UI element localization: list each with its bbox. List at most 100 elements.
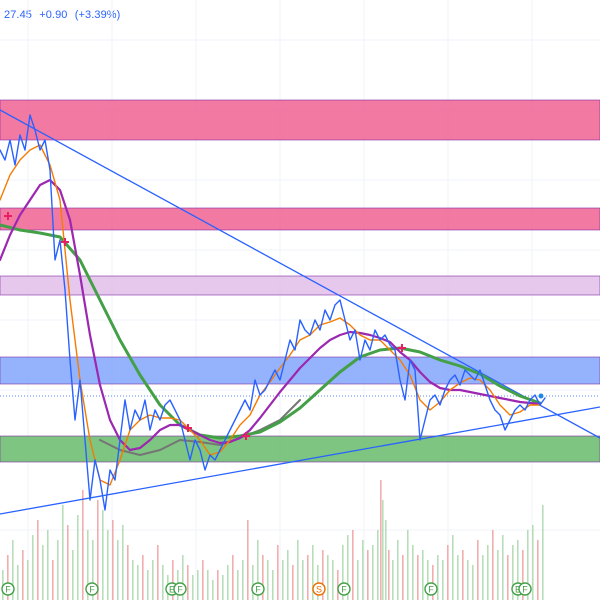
volume-bar [417, 555, 419, 600]
event-marker-label: F [177, 585, 183, 595]
ascending-trendline [0, 406, 600, 515]
event-marker[interactable]: F [251, 582, 265, 596]
volume-bar [77, 515, 79, 600]
volume-bar [22, 550, 24, 600]
cross-marker [61, 238, 69, 246]
volume-bar [507, 555, 509, 600]
event-marker-label: F [522, 585, 528, 595]
volume-bar [377, 530, 379, 600]
volume-bar [42, 545, 44, 600]
volume-bar [97, 500, 99, 600]
volume-bar [357, 560, 359, 600]
volume-bar [242, 560, 244, 600]
cross-marker [4, 212, 12, 220]
event-marker-label: S [316, 585, 322, 595]
volume-bar [407, 530, 409, 600]
volume-bar [182, 555, 184, 600]
volume-bar [162, 565, 164, 600]
volume-bar [17, 565, 19, 600]
volume-bar [7, 555, 9, 600]
volume-bar [477, 540, 479, 600]
volume-bar [137, 565, 139, 600]
event-marker-label: E [515, 585, 521, 595]
volume-bar [312, 545, 314, 600]
volume-bar [437, 555, 439, 600]
volume-bar [152, 560, 154, 600]
volume-bar [257, 540, 259, 600]
zones [0, 99, 600, 463]
volume-bar [388, 550, 390, 600]
ma-fast-line [0, 144, 541, 486]
resistance-zone-2 [0, 207, 600, 231]
event-marker[interactable]: F [424, 582, 438, 596]
volume-bar [102, 510, 104, 600]
event-marker-label: F [255, 585, 261, 595]
volume-bar [492, 530, 494, 600]
volume-bar [457, 555, 459, 600]
volume-bar [302, 560, 304, 600]
volume-bar [272, 570, 274, 600]
volume-bar [112, 520, 114, 600]
event-marker-label: F [341, 585, 347, 595]
volume-bar [32, 535, 34, 600]
volume-bar [427, 560, 429, 600]
volume-bar [472, 565, 474, 600]
volume-bar [92, 540, 94, 600]
price-change-percent: (+3.39%) [74, 9, 121, 21]
volume-bar [107, 530, 109, 600]
event-marker[interactable]: F [337, 582, 351, 596]
event-marker-label: F [428, 585, 434, 595]
volume-bar [307, 555, 309, 600]
volume-bar [262, 555, 264, 600]
volume-bar [462, 550, 464, 600]
volume-bar [192, 575, 194, 600]
volume-bar [527, 530, 529, 600]
volume-bar [172, 560, 174, 600]
event-marker[interactable]: F [518, 582, 532, 596]
volume-bar [382, 500, 384, 600]
volume-bar [142, 555, 144, 600]
volume-bar [82, 490, 84, 600]
cross-marker [398, 344, 406, 352]
volume-bar [342, 545, 344, 600]
event-marker[interactable]: F [85, 582, 99, 596]
volume-bar [432, 565, 434, 600]
volume-bar [47, 530, 49, 600]
volume-bar [372, 545, 374, 600]
price-quote: 27.45 +0.90 (+3.39%) [4, 9, 124, 21]
volume-bar [187, 565, 189, 600]
volume-bar [222, 575, 224, 600]
volume-bar [277, 545, 279, 600]
volume-bar [442, 560, 444, 600]
volume-bar [352, 530, 354, 600]
volume-bar [422, 550, 424, 600]
volume-bar [212, 580, 214, 600]
volume-bar [522, 550, 524, 600]
volume-bar [12, 540, 14, 600]
event-marker[interactable]: S [312, 582, 326, 596]
volume-bar [447, 545, 449, 600]
event-marker-label: E [169, 585, 175, 595]
event-marker[interactable]: F [173, 582, 187, 596]
volume-bar [402, 555, 404, 600]
volume-bar [37, 520, 39, 600]
volume-bar [52, 560, 54, 600]
volume-bar [332, 560, 334, 600]
resistance-zone-1 [0, 99, 600, 141]
volume-bar [497, 550, 499, 600]
volume-bar [122, 525, 124, 600]
volume-bar [502, 535, 504, 600]
volume-bar [227, 565, 229, 600]
volume-bar [397, 540, 399, 600]
volume-bar [327, 555, 329, 600]
volume-bar [482, 555, 484, 600]
trendlines [0, 109, 600, 515]
volume-bar [27, 560, 29, 600]
volume-bar [67, 525, 69, 600]
event-marker[interactable]: F [1, 582, 15, 596]
cross-marker [242, 432, 250, 440]
